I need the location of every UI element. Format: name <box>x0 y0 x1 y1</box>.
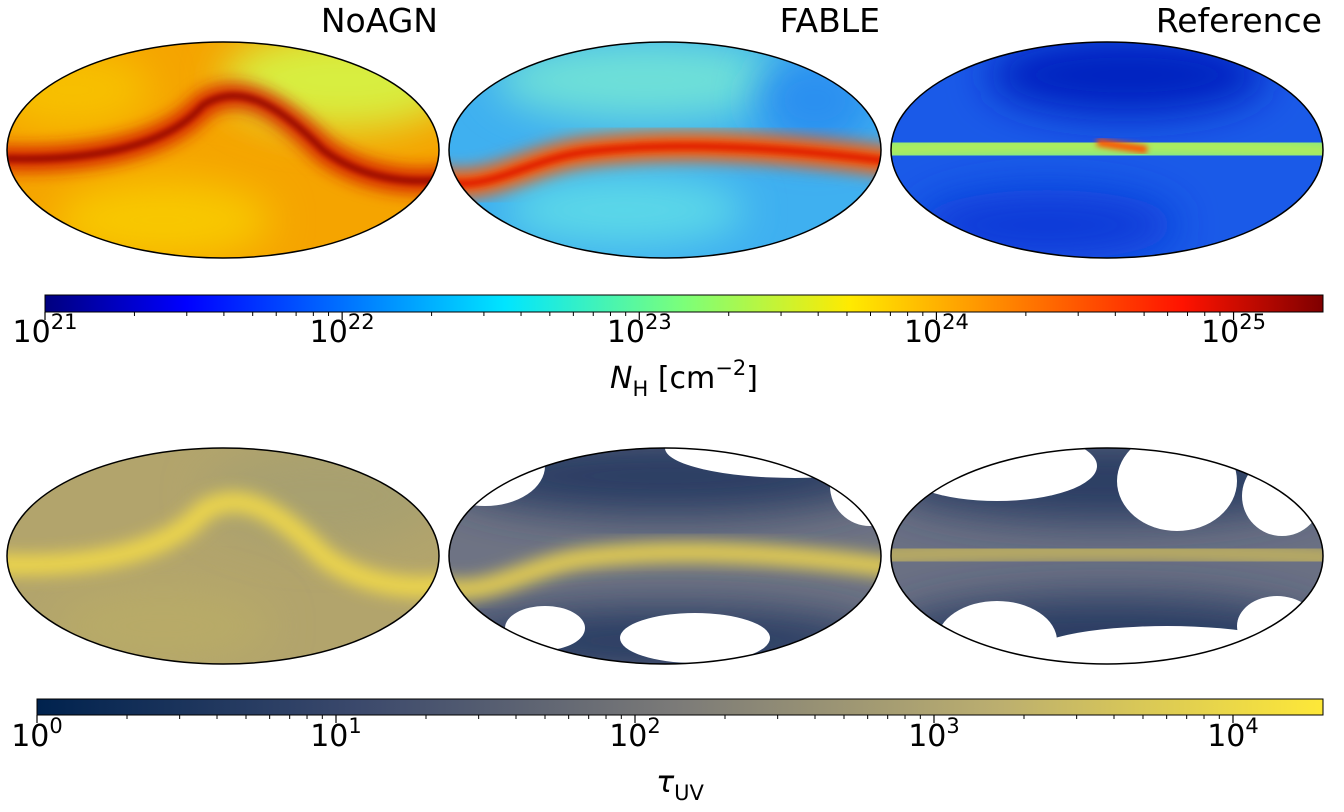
colorbar <box>45 295 1323 312</box>
tick-base: 10 <box>1201 315 1239 350</box>
tick-exponent: 0 <box>49 714 62 738</box>
tick-exponent: 3 <box>946 714 959 738</box>
tick-exponent: 22 <box>348 310 375 334</box>
map-region <box>917 190 1177 260</box>
sky-map <box>877 35 1337 262</box>
tick-label: 100 <box>11 714 63 754</box>
label-part: N <box>610 361 632 396</box>
tick-label: 101 <box>310 714 362 754</box>
map-band <box>877 552 1337 558</box>
tick-label: 102 <box>609 714 661 754</box>
label-part: UV <box>674 781 704 805</box>
map-gap <box>1027 626 1307 686</box>
map-gap <box>425 426 545 506</box>
tick-base: 10 <box>1207 719 1245 754</box>
label-part: [cm <box>648 361 715 396</box>
tick-exponent: 1 <box>348 714 361 738</box>
label-part: τ <box>656 765 675 800</box>
map-gap <box>897 431 1097 501</box>
tick-base: 10 <box>13 315 51 350</box>
tick-base: 10 <box>908 719 946 754</box>
tick-exponent: 21 <box>51 310 78 334</box>
map-gap <box>1242 456 1322 536</box>
colorbar-label: τUV <box>656 765 704 805</box>
tick-base: 10 <box>310 315 348 350</box>
map-region <box>505 175 745 245</box>
sky-map <box>425 418 925 676</box>
tick-base: 10 <box>607 315 645 350</box>
label-part: ] <box>746 361 758 396</box>
tick-exponent: 25 <box>1239 310 1266 334</box>
map-gap <box>1117 431 1237 531</box>
panel-title: FABLE <box>780 1 880 40</box>
tick-exponent: 2 <box>647 714 660 738</box>
sky-map-content <box>877 431 1337 686</box>
sky-map-content <box>435 38 895 262</box>
sky-map <box>435 38 895 262</box>
tick-label: 1024 <box>904 310 969 350</box>
label-part: −2 <box>715 356 746 380</box>
sky-map-content <box>0 444 453 668</box>
tick-label: 1023 <box>607 310 672 350</box>
map-region <box>53 180 273 260</box>
tick-base: 10 <box>310 719 348 754</box>
figure: NoAGNFABLEReference10211022102310241025N… <box>0 0 1344 812</box>
map-gap <box>1237 596 1317 656</box>
map-region <box>53 586 273 666</box>
tick-base: 10 <box>904 315 942 350</box>
tick-label: 1025 <box>1201 310 1266 350</box>
sky-map <box>0 30 463 262</box>
map-gap <box>505 606 585 650</box>
tick-label: 103 <box>908 714 960 754</box>
sky-map-content <box>0 30 463 262</box>
tick-label: 1022 <box>310 310 375 350</box>
colorbar <box>37 699 1323 715</box>
tick-exponent: 24 <box>942 310 969 334</box>
sky-map-content <box>425 418 925 676</box>
map-gap <box>937 601 1057 681</box>
map-region <box>0 50 153 130</box>
tick-label: 1021 <box>13 310 78 350</box>
colorbar-label: NH [cm−2] <box>610 356 758 401</box>
label-part: H <box>633 377 649 401</box>
map-region <box>495 40 795 120</box>
tick-base: 10 <box>609 719 647 754</box>
tick-label: 104 <box>1207 714 1259 754</box>
map-gap <box>830 446 910 526</box>
tick-exponent: 4 <box>1245 714 1258 738</box>
tick-base: 10 <box>11 719 49 754</box>
sky-map <box>877 431 1337 686</box>
tick-exponent: 23 <box>645 310 672 334</box>
sky-map-content <box>877 35 1337 262</box>
map-region <box>987 35 1267 115</box>
panel-title: Reference <box>1156 1 1322 40</box>
panel-title: NoAGN <box>321 1 438 40</box>
sky-map <box>0 444 453 668</box>
